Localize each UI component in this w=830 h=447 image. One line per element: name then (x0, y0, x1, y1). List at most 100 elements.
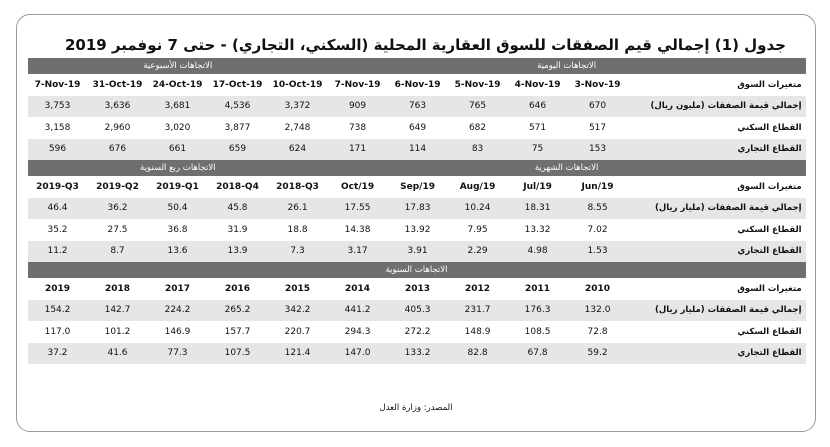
table-title: جدول (1) إجمالي قيم الصفقات للسوق العقار… (64, 36, 786, 54)
table-cell: 18.8 (287, 224, 308, 235)
table-cell: 738 (348, 122, 367, 133)
section-header: الاتجاهات اليومية (327, 58, 806, 74)
table-cell: 148.9 (464, 326, 491, 337)
table-cell: 3,020 (164, 122, 191, 133)
table-cell: 231.7 (447, 299, 508, 321)
table-row: 37.2 41.6 77.3 107.5 121.4 147.0 133.2 82.8 67.8… (27, 342, 806, 364)
table-cell: 763 (387, 95, 448, 117)
column-header: 3-Nov-19 (574, 79, 621, 90)
table-cell: 265.2 (207, 299, 268, 321)
row-label: إجمالي قيمة الصفقات (مليون ريال) (627, 95, 806, 117)
table-cell: 11.2 (27, 240, 88, 262)
table-cell: 441.2 (327, 299, 388, 321)
table-cell: 8.55 (567, 197, 628, 219)
table-cell: 146.9 (164, 326, 191, 337)
table-cell: 114 (387, 138, 448, 160)
column-header: 2018-Q4 (216, 181, 259, 192)
column-header: 2019-Q1 (156, 181, 199, 192)
table-cell: 14.38 (344, 224, 371, 235)
section-header: الاتجاهات الشهرية (327, 160, 806, 176)
table-cell: 517 (588, 122, 607, 133)
table-cell: 3,372 (267, 95, 328, 117)
table-cell: 3.17 (327, 240, 388, 262)
row-label: القطاع التجاري (627, 138, 806, 160)
table-cell: 13.6 (147, 240, 208, 262)
table-cell: 909 (327, 95, 388, 117)
table-cell: 46.4 (27, 197, 88, 219)
column-header: 2019-Q3 (36, 181, 79, 192)
table-cell: 405.3 (387, 299, 448, 321)
column-header: 4-Nov-19 (514, 79, 561, 90)
row-label: القطاع السكني (737, 224, 802, 235)
band-daily-weekly: الاتجاهات الأسبوعية الاتجاهات اليومية (26, 58, 806, 74)
table-cell: 659 (207, 138, 268, 160)
table-cell: 35.2 (47, 224, 68, 235)
table-cell: 31.9 (227, 224, 248, 235)
table-row: 3,158 2,960 3,020 3,877 2,748 738 649 682 571 517… (28, 117, 806, 139)
column-header: 24-Oct-19 (152, 79, 203, 90)
row-header: متغيرات السوق (737, 79, 802, 90)
column-header-row: 2019-Q3 2019-Q2 2019-Q1 2018-Q4 2018-Q3 Oct/1… (28, 176, 806, 198)
table-cell: 670 (567, 95, 628, 117)
column-header: 2014 (345, 283, 371, 294)
table-cell: 4.98 (507, 240, 568, 262)
column-header: 2013 (405, 283, 431, 294)
table-cell: 36.8 (167, 224, 188, 235)
table-cell: 171 (327, 138, 388, 160)
table-cell: 27.5 (107, 224, 128, 235)
table-cell: 624 (267, 138, 328, 160)
row-label: القطاع السكني (737, 326, 802, 337)
table-cell: 133.2 (387, 342, 448, 364)
table-cell: 3,753 (27, 95, 88, 117)
table-cell: 45.8 (207, 197, 268, 219)
column-header: 2012 (465, 283, 491, 294)
table-cell: 101.2 (104, 326, 131, 337)
table-cell: 765 (447, 95, 508, 117)
column-header-row: 7-Nov-19 31-Oct-19 24-Oct-19 17-Oct-19 10-Oc… (28, 74, 806, 96)
table-cell: 682 (468, 122, 487, 133)
table-cell: 154.2 (27, 299, 88, 321)
table-body: الاتجاهات الأسبوعية الاتجاهات اليومية 7-No… (26, 58, 806, 364)
row-header: متغيرات السوق (737, 181, 802, 192)
table-cell: 1.53 (567, 240, 628, 262)
table-cell: 153 (567, 138, 628, 160)
table-cell: 37.2 (27, 342, 88, 364)
section-header: الاتجاهات ربع السنوية (26, 160, 328, 176)
column-header: 2010 (585, 283, 611, 294)
table-cell: 67.8 (507, 342, 568, 364)
table-cell: 77.3 (147, 342, 208, 364)
table-cell: 108.5 (524, 326, 551, 337)
column-header-row: 2019 2018 2017 2016 2015 2014 2013 2012 2011 2010… (28, 278, 806, 300)
section-header: الاتجاهات الأسبوعية (26, 58, 328, 74)
table-cell: 176.3 (507, 299, 568, 321)
table-cell: 272.2 (404, 326, 431, 337)
row-label: إجمالي قيمة الصفقات (مليار ريال) (627, 197, 806, 219)
table-cell: 17.83 (387, 197, 448, 219)
table-cell: 41.6 (87, 342, 148, 364)
table-cell: 294.3 (344, 326, 371, 337)
table-cell: 3,681 (147, 95, 208, 117)
table-cell: 3,877 (224, 122, 251, 133)
table-cell: 147.0 (327, 342, 388, 364)
table-cell: 8.7 (87, 240, 148, 262)
row-label: القطاع التجاري (627, 240, 806, 262)
table-cell: 18.31 (507, 197, 568, 219)
table-cell: 676 (87, 138, 148, 160)
column-header: 6-Nov-19 (394, 79, 441, 90)
table-cell: 107.5 (207, 342, 268, 364)
table-cell: 4,536 (207, 95, 268, 117)
table-cell: 121.4 (267, 342, 328, 364)
column-header: 2018-Q3 (276, 181, 319, 192)
column-header: 2017 (164, 283, 191, 294)
table-cell: 26.1 (267, 197, 328, 219)
column-header: 5-Nov-19 (454, 79, 501, 90)
market-table: الاتجاهات الأسبوعية الاتجاهات اليومية 7-No… (26, 58, 806, 364)
table-cell: 72.8 (587, 326, 608, 337)
column-header: 2019 (44, 283, 71, 294)
table-cell: 10.24 (447, 197, 508, 219)
table-row: 154.2 142.7 224.2 265.2 342.2 441.2 405.3 231.7… (27, 299, 806, 321)
band-monthly-quarterly: الاتجاهات ربع السنوية الاتجاهات الشهرية (26, 160, 806, 176)
table-cell: 342.2 (267, 299, 328, 321)
column-header: 2011 (525, 283, 551, 294)
table-cell: 571 (528, 122, 547, 133)
